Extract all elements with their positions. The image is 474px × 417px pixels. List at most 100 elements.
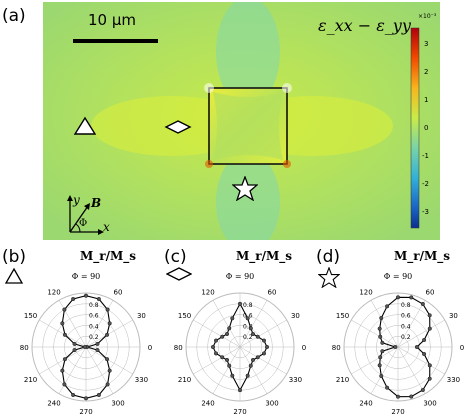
polar-r-tick: 0.8 <box>401 302 411 309</box>
polar-point <box>422 351 427 356</box>
polar-point <box>105 382 110 387</box>
triangle-icon <box>4 267 24 284</box>
polar-point <box>409 295 414 300</box>
polar-angle-label: 210 <box>178 376 191 384</box>
polar-angle-label: 120 <box>201 289 214 297</box>
polar-point <box>414 344 419 349</box>
star-icon <box>232 176 258 201</box>
polar-angle-label: 60 <box>268 289 277 297</box>
polar-point <box>71 392 76 397</box>
colorbar-tick: 3 <box>424 40 429 48</box>
polar-point <box>220 334 225 339</box>
polar-panel-b: (b) M_r/M_s 0.2 0.4 0.6 0.8 120 60 150 30 180 0 21… <box>0 245 160 417</box>
polar-point <box>385 385 390 390</box>
polar-angle-label: 180 <box>332 344 341 352</box>
polar-angle-label: 0 <box>148 344 152 352</box>
polar-angle-label: 120 <box>359 289 372 297</box>
polar-angle-label: 180 <box>20 344 29 352</box>
polar-point <box>95 348 100 353</box>
polar-point <box>420 301 425 306</box>
axis-y-label: y <box>73 193 80 207</box>
polar-spoke <box>85 346 133 375</box>
polar-point <box>250 332 255 337</box>
polar-angle-label: 60 <box>426 289 435 297</box>
polar-spoke <box>193 319 241 348</box>
polar-angle-label: 30 <box>449 312 458 320</box>
polar-angle-label: 330 <box>447 376 460 384</box>
polar-point <box>380 340 385 345</box>
polar-point <box>83 396 88 401</box>
polar-point <box>214 351 219 356</box>
polar-point <box>255 334 260 339</box>
axis-b-label: B <box>91 196 102 210</box>
polar-r-tick: 0.4 <box>401 323 411 330</box>
polar-point <box>60 321 65 326</box>
polar-point <box>378 334 383 339</box>
polar-angle-label: 60 <box>114 289 123 297</box>
colorbar-exponent: ×10⁻³ <box>418 13 437 20</box>
polar-point <box>385 304 390 309</box>
polar-point <box>60 368 65 373</box>
polar-point <box>409 394 414 399</box>
polar-point <box>83 293 88 298</box>
polar-title: M_r/M_s <box>394 249 451 263</box>
colorbar-tick: -3 <box>422 208 429 216</box>
polar-r-tick: 0.4 <box>243 323 253 330</box>
polar-spoke <box>239 319 287 348</box>
polar-title: M_r/M_s <box>80 249 137 263</box>
polar-point <box>427 313 432 318</box>
polar-r-tick: 0.6 <box>89 313 99 320</box>
polar-point <box>427 376 432 381</box>
phi-label: Φ = 90 <box>384 272 413 281</box>
colorbar-ticks: 3 2 1 0 -1 -2 -3 <box>422 40 438 220</box>
polar-spoke <box>397 300 426 348</box>
polar-point <box>379 316 384 321</box>
axis-phi-label: Φ <box>79 218 88 229</box>
polar-point <box>427 326 432 331</box>
polar-point <box>96 392 101 397</box>
colorbar-tick: -1 <box>422 152 429 160</box>
polar-point <box>82 344 87 349</box>
polar-plot-b: 0.2 0.4 0.6 0.8 120 60 150 30 180 0 210 330 240 300 27… <box>20 272 152 415</box>
polar-point <box>227 363 232 368</box>
polar-spoke <box>239 346 268 394</box>
strain-label: ε_xx − ε_yy <box>318 16 411 35</box>
polar-r-tick: 0.2 <box>89 334 99 341</box>
polar-spoke <box>39 319 87 348</box>
polar-panel-c: (c) M_r/M_s 0.2 0.4 0.6 0.8 120 60 150 30 180 0 21… <box>160 245 314 417</box>
polar-spoke <box>351 346 399 375</box>
polar-angle-label: 240 <box>201 399 214 407</box>
panel-c-letter: (c) <box>164 247 187 267</box>
polar-angle-label: 300 <box>265 399 278 407</box>
polar-point <box>422 338 427 343</box>
polar-point <box>62 332 67 337</box>
polar-spoke <box>397 346 426 394</box>
polar-angle-label: 150 <box>178 312 191 320</box>
polar-point <box>220 355 225 360</box>
scale-bar-label: 10 μm <box>88 11 137 29</box>
polar-panel-d: (d) M_r/M_s 0.2 0.4 0.6 0.8 120 60 150 30 180 0 21… <box>314 245 474 417</box>
polar-point <box>105 307 110 312</box>
panel-a-letter: (a) <box>2 6 26 26</box>
polar-angle-label: 330 <box>289 376 302 384</box>
polar-point <box>378 355 383 360</box>
polar-point <box>261 351 266 356</box>
polar-angle-label: 240 <box>359 399 372 407</box>
colorbar-tick: 2 <box>424 68 429 76</box>
polar-point <box>377 363 382 368</box>
polar-point <box>230 373 235 378</box>
polar-spoke <box>397 319 445 348</box>
polar-angle-label: 0 <box>460 344 464 352</box>
polar-spoke <box>239 346 287 375</box>
polar-angle-label: 180 <box>174 344 183 352</box>
polar-point <box>62 357 67 362</box>
polar-point <box>225 357 230 362</box>
panel-b-letter: (b) <box>2 247 27 267</box>
polar-angle-label: 270 <box>391 408 404 415</box>
axis-x-label: x <box>103 220 110 234</box>
polar-grid <box>343 292 453 402</box>
polar-r-tick: 0.8 <box>89 302 99 309</box>
polar-spoke <box>239 300 268 348</box>
polar-point <box>72 348 77 353</box>
polar-point <box>255 355 260 360</box>
